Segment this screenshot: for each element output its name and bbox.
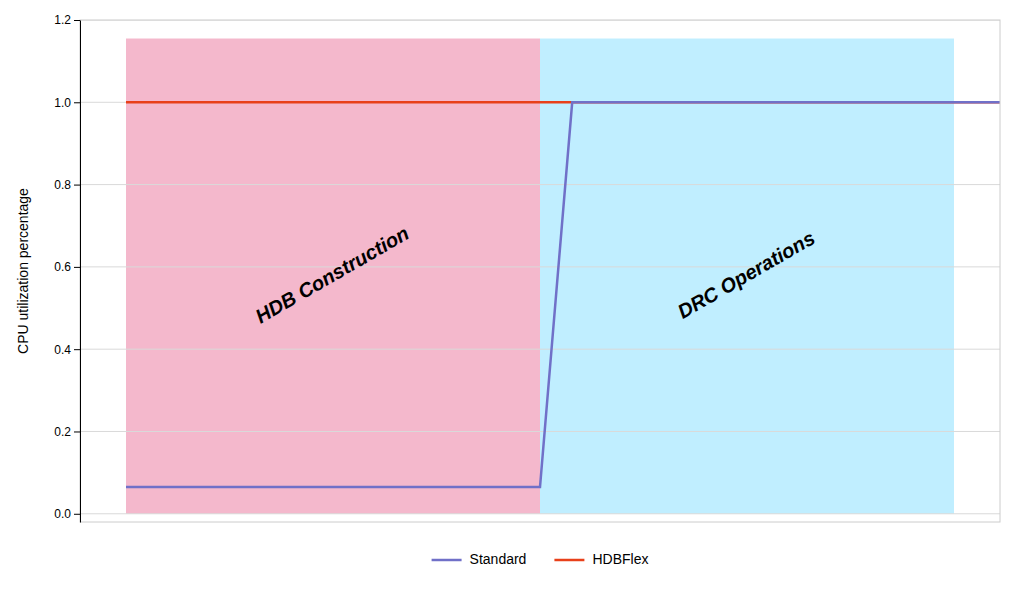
y-tick-label: 1.0 — [54, 96, 71, 110]
grid-line — [80, 184, 1000, 185]
legend-label: HDBFlex — [592, 551, 648, 567]
y-tick-mark — [74, 349, 80, 350]
grid-line — [80, 513, 1000, 514]
legend-label: Standard — [470, 551, 527, 567]
plot-frame — [80, 20, 1000, 522]
plot-area — [80, 20, 1000, 514]
y-tick-mark — [74, 185, 80, 186]
legend: Standard HDBFlex — [432, 551, 649, 567]
legend-item: HDBFlex — [554, 551, 648, 567]
y-axis: 0.0 0.2 0.4 0.6 0.8 1.0 1.2 — [54, 13, 80, 522]
y-tick-mark — [74, 514, 80, 515]
y-axis-title: CPU utilization percentage — [15, 188, 31, 354]
legend-swatch — [554, 559, 584, 562]
y-tick: 0.4 — [54, 343, 80, 357]
region — [540, 39, 954, 514]
y-tick-label: 0.8 — [54, 178, 71, 192]
y-tick-mark — [74, 20, 80, 21]
y-tick-mark — [74, 431, 80, 432]
legend-swatch — [432, 559, 462, 562]
region — [126, 39, 540, 514]
chart: 0.0 0.2 0.4 0.6 0.8 1.0 1.2 CPU utilization per… — [0, 0, 1024, 592]
y-tick: 0.6 — [54, 260, 80, 274]
grid — [80, 20, 1000, 514]
grid-line — [80, 431, 1000, 432]
y-tick-label: 0.4 — [54, 343, 71, 357]
y-tick-mark — [74, 267, 80, 268]
y-axis-line — [80, 21, 81, 523]
y-tick: 0.2 — [54, 425, 80, 439]
y-tick-label: 1.2 — [54, 13, 71, 27]
series-line — [126, 102, 1000, 487]
y-tick: 0.0 — [54, 507, 80, 521]
y-tick-label: 0.0 — [54, 507, 71, 521]
y-tick-label: 0.2 — [54, 425, 71, 439]
y-tick: 1.0 — [54, 96, 80, 110]
grid-line — [80, 266, 1000, 267]
grid-line — [80, 349, 1000, 350]
region-label: HDB Construction — [252, 222, 413, 328]
y-tick-label: 0.6 — [54, 260, 71, 274]
y-tick: 1.2 — [54, 13, 80, 27]
legend-item: Standard — [432, 551, 527, 567]
region-label: DRC Operations — [674, 227, 819, 323]
y-tick-mark — [74, 102, 80, 103]
y-tick: 0.8 — [54, 178, 80, 192]
